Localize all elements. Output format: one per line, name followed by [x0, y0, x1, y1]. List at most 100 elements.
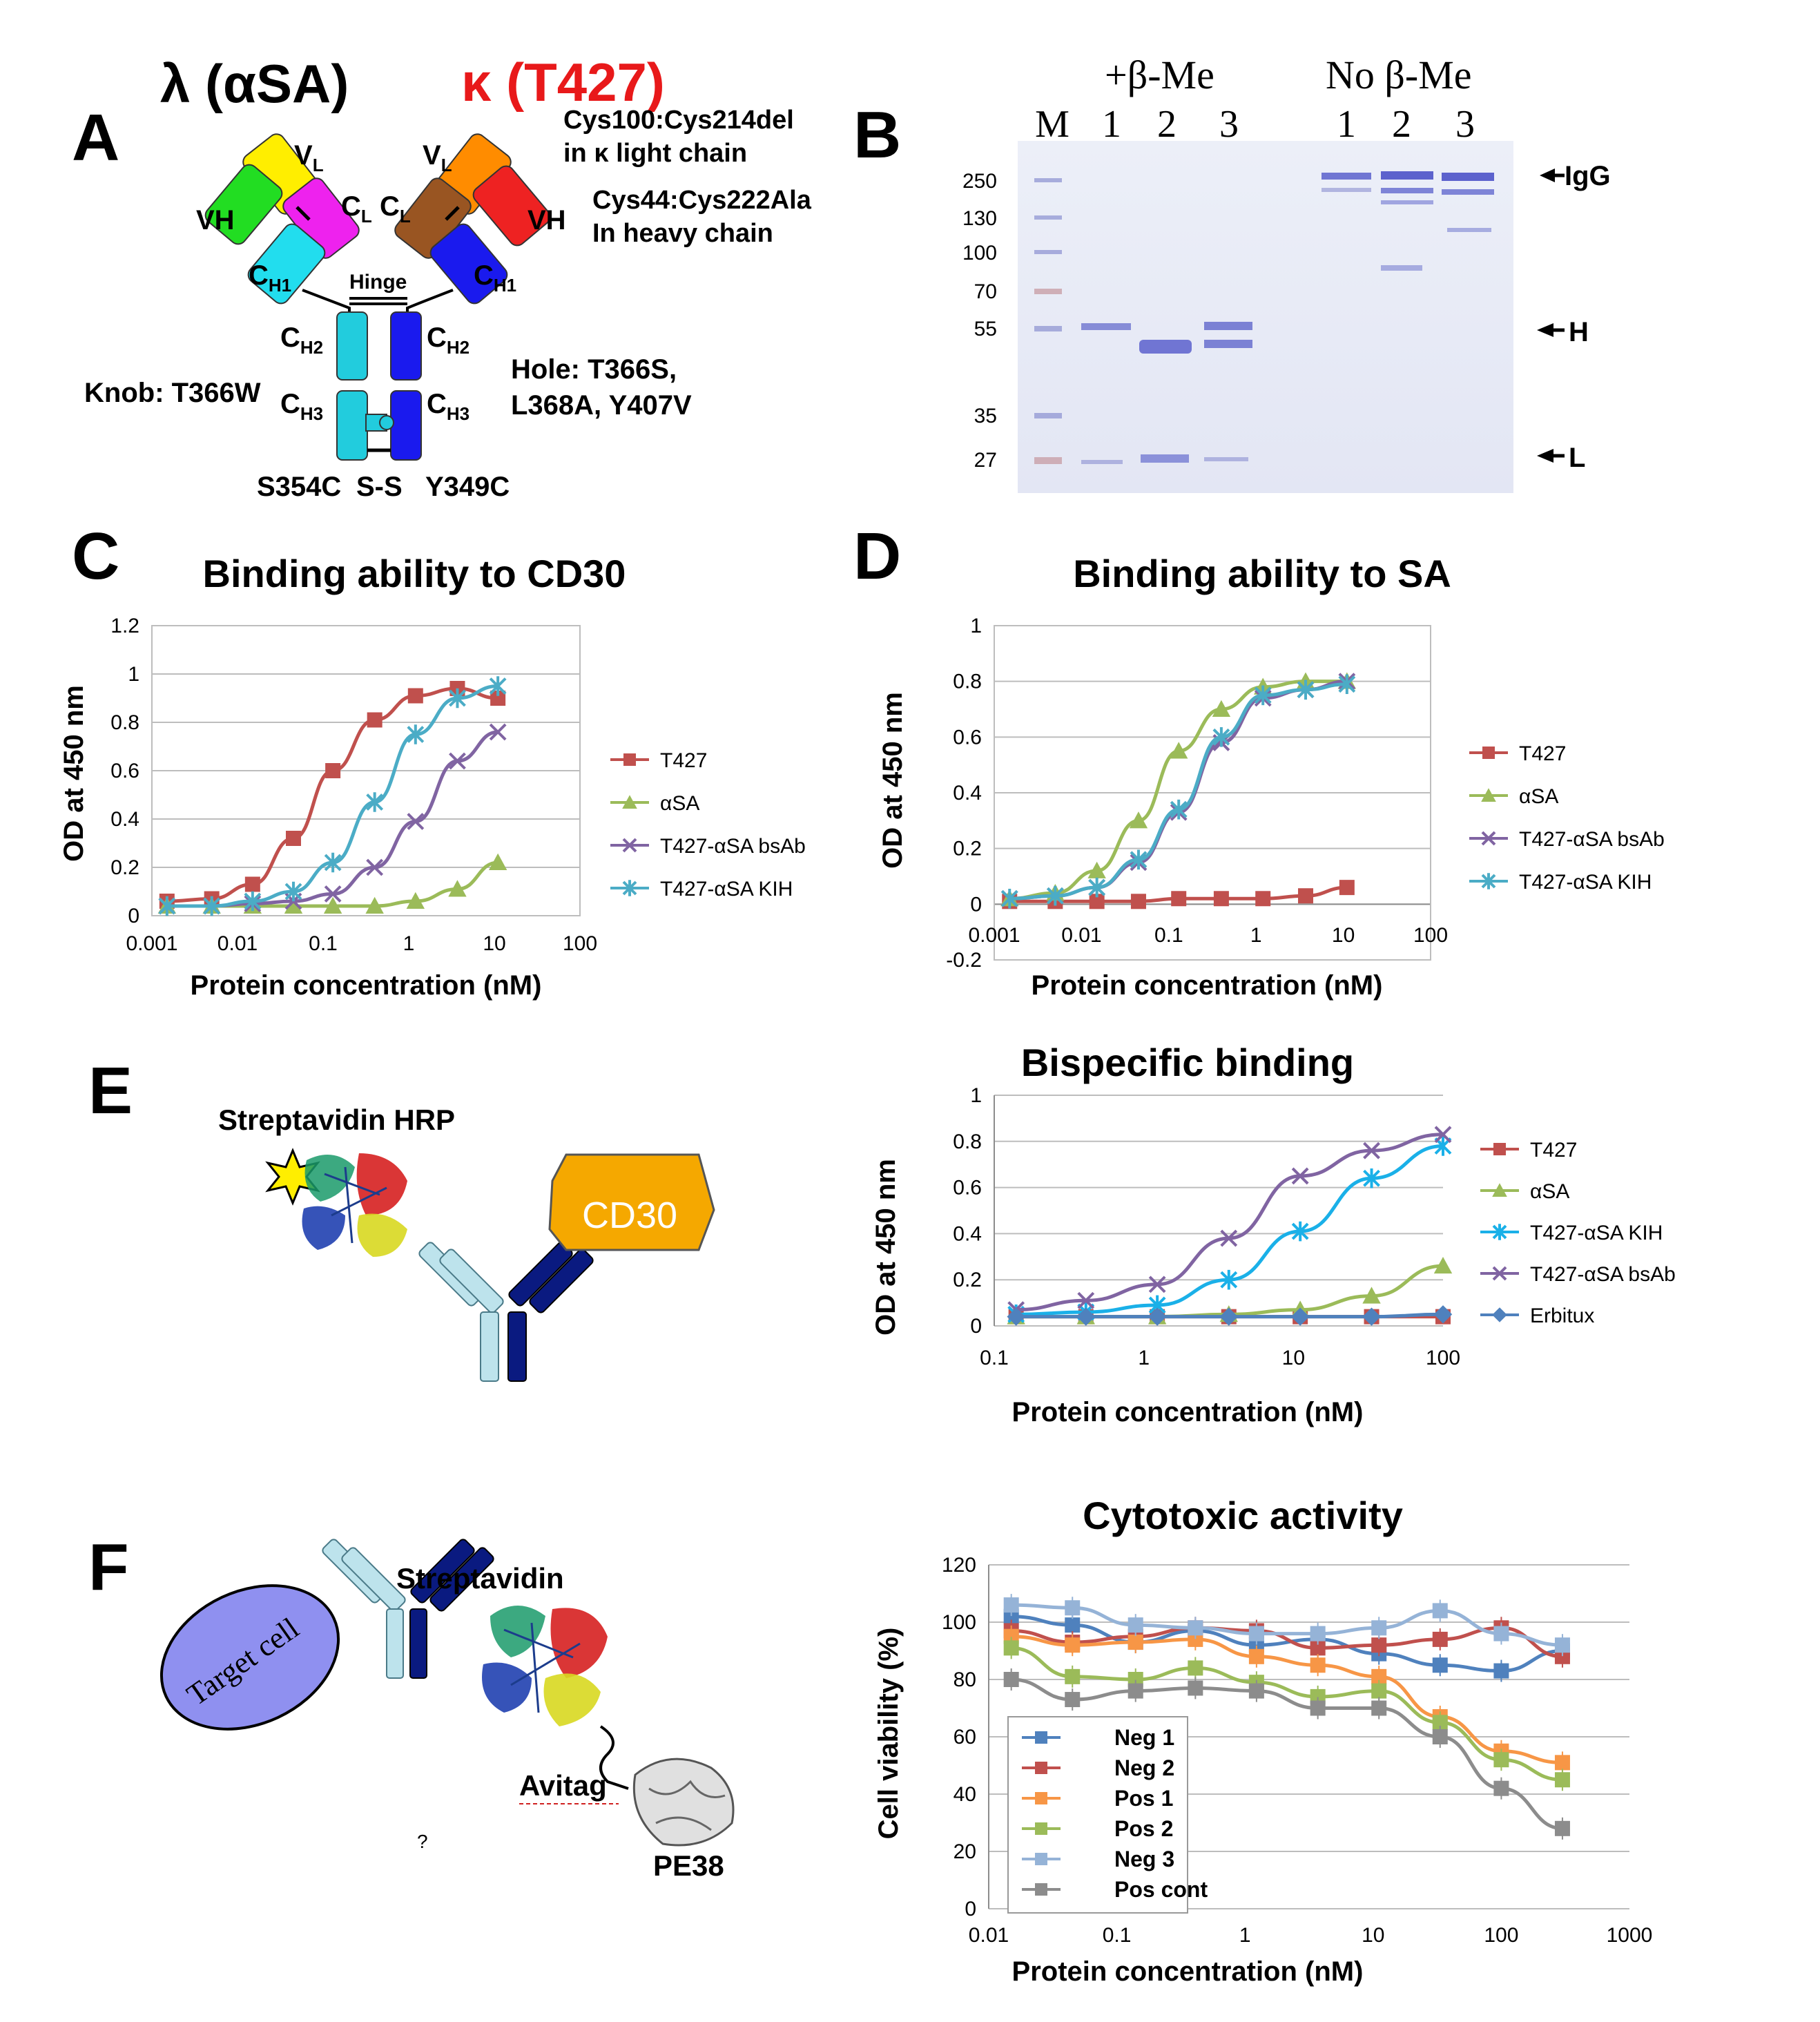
legend-label: T427-αSA KIH [1530, 1222, 1663, 1244]
igg-band [1442, 189, 1494, 195]
data-point [1492, 1266, 1507, 1281]
data-point [1363, 1142, 1380, 1159]
note-heavy-chain: In heavy chain [592, 219, 773, 248]
gel-bands [1034, 171, 1494, 464]
ch3-domain-right [390, 390, 422, 461]
igg-label: IgG [1565, 161, 1611, 191]
avitag-linker [599, 1725, 629, 1790]
y-tick-label: 0 [965, 1898, 976, 1920]
hole-label-2: L368A, Y407V [511, 390, 692, 421]
data-point [406, 892, 425, 909]
data-point [1003, 1597, 1019, 1613]
vh-label-right: VH [527, 205, 566, 235]
chart-f-title: Cytotoxic activity [1083, 1494, 1403, 1537]
chart-e-series [1007, 1126, 1453, 1326]
kappa-title: κ (T427) [461, 52, 665, 113]
data-point [1188, 1620, 1203, 1636]
x-tick-label: 0.1 [1154, 924, 1183, 947]
data-point [1089, 894, 1105, 909]
chart-c-ticks: 0 0.2 0.4 0.6 0.8 1 1.2 0.001 0.01 0.1 1 10 100 [110, 615, 597, 955]
data-point [1432, 1603, 1448, 1619]
ladder-band [1034, 178, 1062, 182]
ch1-domain-left [247, 223, 326, 305]
x-tick-label: 1000 [1607, 1924, 1653, 1947]
chart-e-ylabel: OD at 450 nm [871, 1159, 901, 1336]
data-point [1432, 1729, 1448, 1744]
x-tick-label: 0.001 [126, 932, 177, 955]
antibody-arm-light [439, 1249, 504, 1313]
x-tick-label: 0.1 [309, 932, 338, 955]
note-cys100: Cys100:Cys214del [563, 106, 794, 135]
streptavidin-label: Streptavidin [396, 1562, 564, 1595]
ch2-domain-right [390, 311, 422, 381]
y349c-label: Y349C [425, 472, 510, 502]
panel-letter-a: A [72, 101, 119, 175]
gel-lane-label: 1 [1337, 103, 1356, 146]
arrow-icon [1540, 168, 1555, 182]
data-point [1065, 1617, 1081, 1633]
series-T427-αSA KIH [158, 676, 507, 916]
panel-letter-b: B [853, 98, 901, 172]
antibody-arm-dark [529, 1249, 594, 1313]
data-point [1035, 1792, 1047, 1804]
gel-lane-label: 3 [1219, 103, 1239, 146]
data-point [1003, 1628, 1019, 1644]
ch1-label-right: CH1 [474, 260, 516, 296]
data-point [1077, 1291, 1095, 1309]
series-Pos cont [1003, 1668, 1570, 1840]
legend-label: Neg 2 [1114, 1755, 1174, 1780]
igg-band [1381, 200, 1433, 204]
legend-label: T427-αSA bsAb [1519, 828, 1665, 851]
gel-marker-label: 70 [974, 280, 997, 303]
chart-d: Binding ability to SA -0.2 0 0.2 0.4 0.6 0.8 1… [878, 552, 1665, 1001]
data-point [244, 876, 260, 892]
x-tick-label: 100 [1413, 924, 1448, 947]
ch2-label-right: CH2 [427, 322, 469, 358]
hinge-label: Hinge [349, 271, 407, 293]
data-point [1188, 1660, 1203, 1676]
y-tick-label: 1 [970, 615, 982, 637]
gel-marker-label: 35 [974, 405, 997, 427]
heavy-chain-band [1204, 322, 1252, 330]
data-point [1493, 1752, 1509, 1768]
panel-letter-e: E [88, 1054, 133, 1128]
data-point [622, 838, 637, 853]
gel-marker-label: 250 [962, 170, 997, 193]
gel-lane-label: M [1035, 103, 1069, 146]
gel-marker-label: 55 [974, 318, 997, 340]
series-line [1011, 1626, 1563, 1659]
data-point [203, 896, 221, 916]
data-point [1148, 1307, 1167, 1326]
avitag-label: Avitag [519, 1769, 607, 1802]
legend-label: T427-αSA KIH [1519, 871, 1652, 894]
igg-band [1381, 171, 1433, 180]
x-tick-label: 10 [483, 932, 505, 955]
data-point [1127, 1683, 1143, 1699]
y-tick-label: 0.6 [110, 760, 139, 782]
ladder-band [1034, 413, 1062, 418]
y-tick-label: 0.4 [110, 808, 139, 831]
data-point [622, 795, 637, 809]
data-point [365, 896, 384, 914]
data-point [1371, 1620, 1387, 1636]
data-point [1220, 1229, 1238, 1247]
data-point [1213, 891, 1229, 907]
legend-label: T427-αSA KIH [660, 878, 793, 901]
x-tick-label: 1 [403, 932, 415, 955]
igg-band [1322, 173, 1371, 180]
chart-c-legend: T427 αSA T427-αSA bsAb T427-αSA KIH [610, 749, 806, 901]
data-point [1127, 1617, 1143, 1633]
x-tick-label: 0.01 [969, 1924, 1009, 1947]
x-tick-label: 10 [1362, 1924, 1384, 1947]
chart-e-grid [994, 1095, 1443, 1327]
igg-band [1381, 188, 1433, 193]
hinge-right [406, 289, 454, 312]
target-cell [159, 1584, 340, 1731]
data-point [1310, 1657, 1326, 1673]
series-T427-αSA bsAb [1007, 1126, 1452, 1319]
y-tick-label: 0.6 [953, 726, 982, 749]
y-tick-label: 1.2 [110, 615, 139, 637]
gel-header-reduced: +β-Me [1105, 52, 1214, 97]
data-point [1003, 1640, 1019, 1656]
